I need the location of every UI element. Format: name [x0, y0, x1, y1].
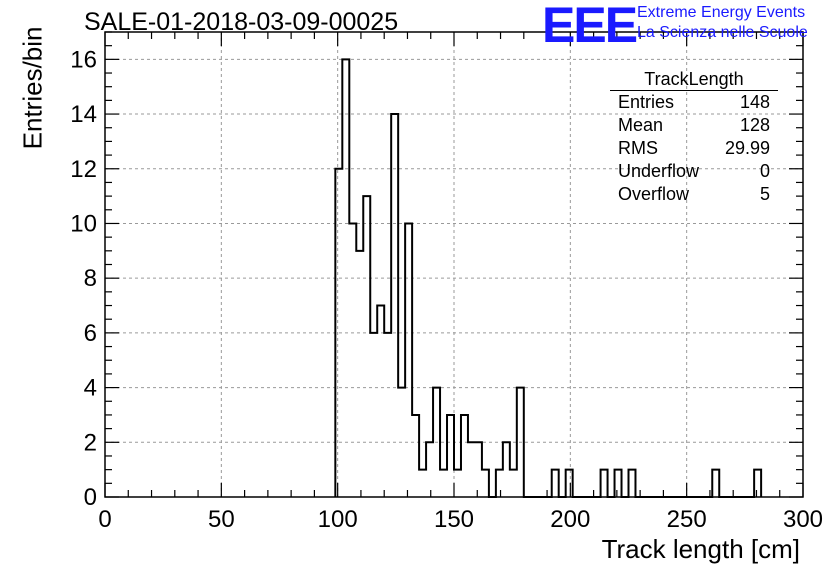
stats-label: Entries: [618, 92, 675, 112]
run-title: SALE-01-2018-03-09-00025: [84, 8, 399, 36]
histogram-bin: [398, 388, 405, 497]
stats-label: RMS: [618, 138, 658, 158]
stats-title: TrackLength: [610, 68, 778, 91]
y-tick-label: 12: [70, 156, 97, 183]
grid: [105, 32, 803, 497]
histogram-bin: [601, 470, 608, 497]
histogram-bin: [419, 470, 426, 497]
stats-label: Overflow: [618, 184, 690, 204]
stats-row-overflow: Overflow 5: [610, 183, 778, 206]
histogram-bin: [510, 470, 517, 497]
histogram-bin: [629, 470, 636, 497]
histogram-bin: [475, 442, 482, 497]
x-tick-label: 100: [318, 506, 358, 533]
y-tick-label: 10: [70, 210, 97, 237]
stats-value: 5: [759, 184, 770, 204]
y-tick-label: 16: [70, 46, 97, 73]
y-tick-label: 4: [84, 375, 97, 402]
eee-logo: EEE: [542, 0, 638, 53]
histogram-bin: [496, 470, 503, 497]
histogram-bin: [566, 470, 573, 497]
stats-value: 29.99: [724, 138, 770, 158]
stats-label: Underflow: [618, 161, 700, 181]
x-tick-label: 300: [783, 506, 823, 533]
y-tick-label: 8: [84, 265, 97, 292]
stats-row-underflow: Underflow 0: [610, 160, 778, 183]
y-tick-label: 6: [84, 320, 97, 347]
stats-row-rms: RMS 29.99: [610, 137, 778, 160]
x-tick-label: 250: [667, 506, 707, 533]
x-tick-label: 50: [208, 506, 235, 533]
stats-row-mean: Mean 128: [610, 114, 778, 137]
stats-label: Mean: [618, 115, 664, 135]
y-tick-label: 2: [84, 429, 97, 456]
histogram-bin: [461, 415, 468, 497]
histogram-bin: [377, 306, 384, 497]
histogram-bin: [440, 470, 447, 497]
x-tick-label: 0: [98, 506, 111, 533]
histogram-bin: [412, 415, 419, 497]
histogram-bin: [517, 388, 524, 497]
x-tick-label: 150: [434, 506, 474, 533]
histogram-bin: [454, 470, 461, 497]
histogram-bin: [426, 442, 433, 497]
histogram-bin: [482, 470, 489, 497]
x-axis-ticks: 0 50 100 150 200 250 300: [98, 32, 823, 533]
histogram-bin: [335, 169, 342, 497]
histogram-bin: [615, 470, 622, 497]
stats-value: 0: [759, 161, 770, 181]
histogram-bin: [447, 415, 454, 497]
logo-line-1: Extreme Energy Events: [637, 4, 806, 21]
y-tick-label: 14: [70, 101, 97, 128]
x-tick-label: 200: [550, 506, 590, 533]
histogram-bin: [468, 442, 475, 497]
histogram-bin: [384, 333, 391, 497]
histogram-bin: [712, 470, 719, 497]
histogram-bin: [356, 251, 363, 497]
stats-value: 148: [739, 92, 770, 112]
histogram-bin: [363, 196, 370, 497]
histogram-bin: [754, 470, 761, 497]
histogram-bin: [552, 470, 559, 497]
x-axis-label: Track length [cm]: [601, 534, 800, 564]
histogram-bin: [503, 442, 510, 497]
y-tick-label: 0: [84, 484, 97, 511]
histogram-bin: [349, 223, 356, 497]
histogram-bin: [370, 333, 377, 497]
histogram-bin: [342, 59, 349, 497]
histogram-bin: [391, 114, 398, 497]
histogram-bin: [433, 388, 440, 497]
histogram-bin: [405, 223, 412, 497]
y-axis-label: Entries/bin: [17, 26, 48, 150]
stats-value: 128: [739, 115, 770, 135]
stats-row-entries: Entries 148: [610, 91, 778, 114]
y-axis-ticks: 0 2 4 6 8 10 12 14 16: [70, 31, 803, 511]
stats-box: TrackLength Entries 148 Mean 128 RMS 29.…: [610, 68, 778, 206]
logo-line-2: La Scienza nelle Scuole: [637, 24, 808, 41]
